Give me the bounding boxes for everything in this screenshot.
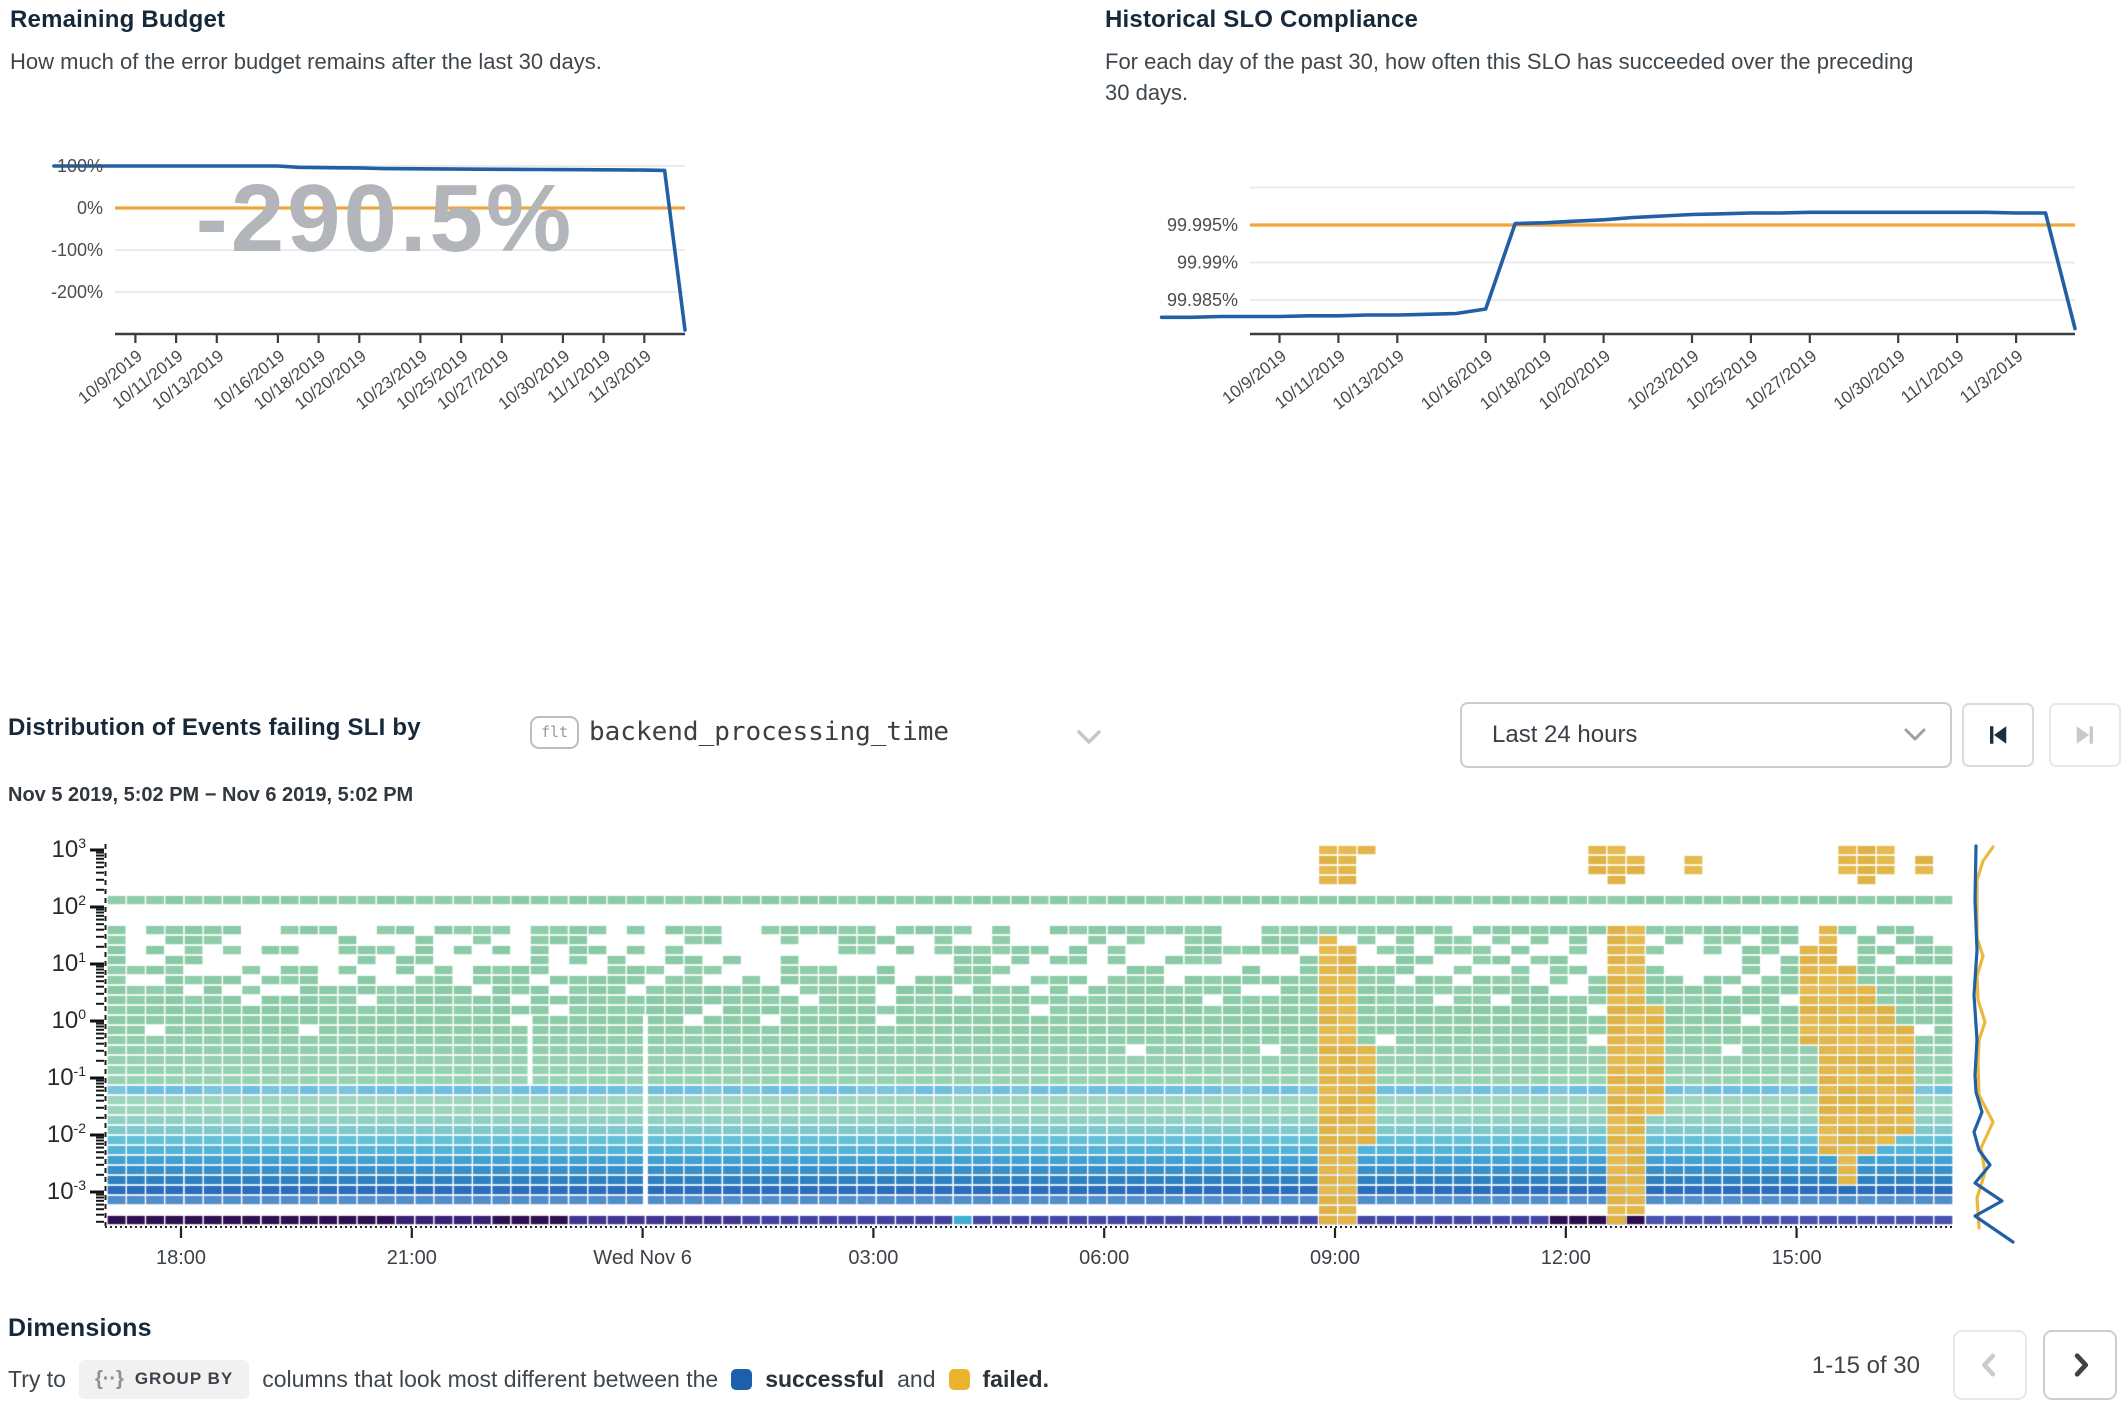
budget-chart-description: How much of the error budget remains aft… xyxy=(10,49,602,74)
sli-field-name[interactable]: backend_processing_time xyxy=(589,717,950,747)
heatmap-y-tick: 10-2 xyxy=(46,1120,86,1148)
compliance-chart-description: For each day of the past 30, how often t… xyxy=(1105,49,1914,106)
heatmap-y-tick: 103 xyxy=(51,835,87,863)
heatmap-y-tick: 100 xyxy=(51,1006,87,1034)
heatmap-y-tick: 10-3 xyxy=(46,1177,86,1205)
failed-swatch xyxy=(948,1368,970,1390)
time-range-select[interactable]: Last 24 hours xyxy=(1460,702,1952,768)
group-by-button[interactable]: {··} GROUP BY xyxy=(78,1359,250,1399)
legend-failed: failed. xyxy=(982,1365,1049,1392)
svg-text:99.985%: 99.985% xyxy=(1167,290,1238,310)
distribution-title: Distribution of Events failing SLI by xyxy=(8,714,421,741)
select-chevron-down-icon xyxy=(1904,728,1926,741)
braces-icon: {··} xyxy=(94,1367,124,1390)
svg-text:99.995%: 99.995% xyxy=(1167,215,1238,235)
svg-text:09:00: 09:00 xyxy=(1310,1247,1360,1269)
hint-and: and xyxy=(897,1365,936,1392)
svg-text:-100%: -100% xyxy=(51,240,103,260)
svg-text:11/1/2019: 11/1/2019 xyxy=(1897,346,1967,407)
skip-forward-icon xyxy=(2076,726,2093,744)
svg-text:-200%: -200% xyxy=(51,282,103,302)
svg-text:06:00: 06:00 xyxy=(1079,1247,1129,1269)
heatmap-y-tick: 102 xyxy=(51,892,87,920)
svg-text:15:00: 15:00 xyxy=(1772,1247,1822,1269)
pagination-label: 1-15 of 30 xyxy=(1811,1352,1920,1379)
page-next-button[interactable] xyxy=(2043,1330,2117,1400)
successful-swatch xyxy=(731,1368,753,1390)
skip-forward-button[interactable] xyxy=(2049,703,2121,767)
hint-body: columns that look most different between… xyxy=(262,1365,719,1392)
svg-text:10/30/2019: 10/30/2019 xyxy=(1830,346,1909,413)
heatmap-y-tick: 101 xyxy=(51,949,87,977)
chevron-right-icon xyxy=(2074,1353,2089,1377)
heatmap-y-tick: 10-1 xyxy=(46,1063,86,1091)
svg-text:100%: 100% xyxy=(57,156,103,176)
chevron-left-icon xyxy=(1982,1353,1996,1377)
svg-text:18:00: 18:00 xyxy=(156,1247,206,1269)
heatmap-date-range: Nov 5 2019, 5:02 PM − Nov 6 2019, 5:02 P… xyxy=(8,784,414,806)
dimensions-heading: Dimensions xyxy=(8,1314,152,1342)
heatmap-axes: 18:00 21:00 Wed Nov 6 03:00 06:00 09:00 12:00 1… xyxy=(0,840,2125,1310)
svg-text:11/3/2019: 11/3/2019 xyxy=(1956,346,2026,407)
legend-successful: successful xyxy=(765,1365,885,1392)
group-by-label: GROUP BY xyxy=(134,1369,234,1388)
filter-field-badge: flt xyxy=(530,716,580,749)
sli-heatmap[interactable] xyxy=(107,845,1953,1226)
svg-text:03:00: 03:00 xyxy=(848,1247,898,1269)
remaining-budget-value: -290.5% xyxy=(195,165,575,272)
budget-chart-title: Remaining Budget xyxy=(10,6,226,33)
compliance-chart-title: Historical SLO Compliance xyxy=(1105,6,1419,33)
hint-try-to: Try to xyxy=(8,1365,66,1392)
field-chevron-down-icon[interactable] xyxy=(1072,722,1106,752)
group-by-hint: Try to {··} GROUP BY columns that look m… xyxy=(8,1356,1049,1402)
summary-charts: 10/9/2019 10/11/2019 10/13/2019 10/16/2019 1… xyxy=(0,140,2125,470)
flt-badge-label: flt xyxy=(541,723,569,741)
svg-text:21:00: 21:00 xyxy=(387,1247,437,1269)
skip-back-button[interactable] xyxy=(1962,703,2034,767)
svg-text:Wed Nov 6: Wed Nov 6 xyxy=(593,1247,692,1269)
time-range-value: Last 24 hours xyxy=(1492,721,1638,748)
svg-text:0%: 0% xyxy=(77,198,103,218)
page-previous-button[interactable] xyxy=(1953,1330,2027,1400)
svg-text:12:00: 12:00 xyxy=(1541,1247,1591,1269)
skip-back-icon xyxy=(1990,726,2007,744)
svg-text:99.99%: 99.99% xyxy=(1177,253,1238,273)
